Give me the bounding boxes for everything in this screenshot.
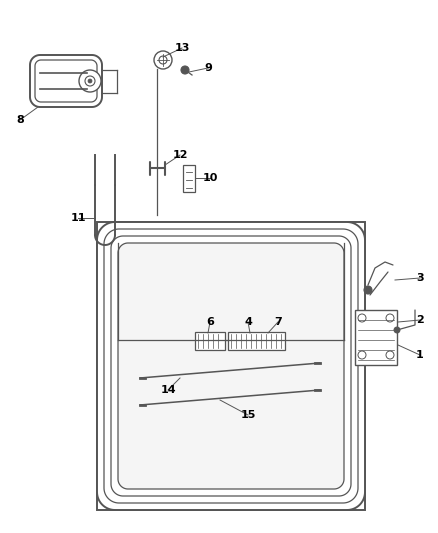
Text: 1: 1 [416,350,424,360]
Circle shape [79,70,101,92]
Circle shape [181,66,189,74]
Text: 13: 13 [174,43,190,53]
FancyBboxPatch shape [118,243,344,489]
Polygon shape [30,55,102,107]
Circle shape [154,51,172,69]
Text: 10: 10 [202,173,218,183]
Text: 2: 2 [416,315,424,325]
Polygon shape [183,165,195,192]
Circle shape [394,327,400,333]
Text: 12: 12 [172,150,188,160]
Text: 8: 8 [16,115,24,125]
Circle shape [358,314,366,322]
Circle shape [386,351,394,359]
Polygon shape [355,310,397,365]
Text: 15: 15 [240,410,256,420]
Circle shape [88,79,92,83]
Polygon shape [195,332,225,350]
Text: 11: 11 [70,213,86,223]
Polygon shape [118,243,344,489]
Circle shape [364,286,372,294]
Circle shape [386,314,394,322]
Text: 14: 14 [160,385,176,395]
Text: 9: 9 [204,63,212,73]
Polygon shape [97,222,365,510]
Text: 3: 3 [416,273,424,283]
Circle shape [358,351,366,359]
Text: 6: 6 [206,317,214,327]
Text: 7: 7 [274,317,282,327]
Polygon shape [228,332,285,350]
Text: 4: 4 [244,317,252,327]
